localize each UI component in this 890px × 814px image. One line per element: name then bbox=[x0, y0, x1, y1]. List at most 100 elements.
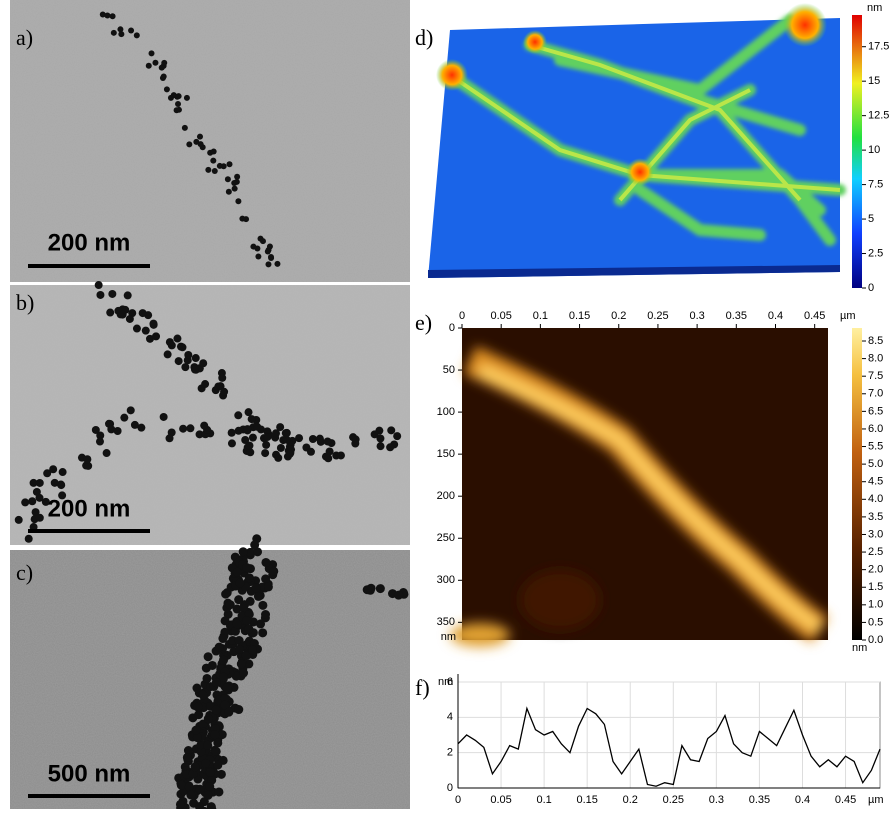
x-tick-label: 0.1 bbox=[536, 794, 551, 806]
particle bbox=[271, 429, 280, 438]
particle bbox=[234, 426, 243, 435]
peak bbox=[626, 158, 654, 186]
particle bbox=[241, 651, 251, 661]
particle bbox=[265, 261, 272, 268]
particle bbox=[191, 725, 201, 735]
particle bbox=[203, 652, 213, 662]
particle bbox=[163, 86, 170, 93]
x-tick-label: 0 bbox=[459, 310, 465, 322]
colorbar-tick-label: 8.5 bbox=[868, 335, 883, 347]
particle bbox=[198, 690, 208, 700]
particle bbox=[96, 290, 105, 299]
y-unit: nm bbox=[441, 631, 456, 643]
particle bbox=[239, 668, 249, 678]
particles bbox=[14, 281, 402, 543]
colorbar bbox=[852, 15, 862, 288]
particle bbox=[362, 585, 372, 595]
particle bbox=[35, 513, 44, 522]
colorbar-tick-label: 4.5 bbox=[868, 476, 883, 488]
x-tick-label: 0.05 bbox=[490, 794, 511, 806]
colorbar-ticks: 0 2.5 5 7.5 10 12.5 15 17.5 bbox=[862, 41, 889, 294]
particle bbox=[227, 428, 236, 437]
particle bbox=[263, 582, 273, 592]
particle bbox=[205, 767, 215, 777]
particle bbox=[161, 59, 168, 66]
particle bbox=[113, 427, 122, 436]
particle bbox=[230, 626, 240, 636]
particle bbox=[133, 32, 140, 39]
particle bbox=[165, 434, 174, 443]
y-tick-label: 0 bbox=[447, 782, 453, 794]
particle bbox=[106, 308, 115, 317]
particle bbox=[244, 573, 254, 583]
particle bbox=[35, 478, 44, 487]
y-tick-label: 0 bbox=[449, 322, 455, 334]
y-tick-label: 200 bbox=[437, 490, 455, 502]
particle bbox=[193, 702, 203, 712]
particle bbox=[370, 430, 379, 439]
particle bbox=[181, 124, 188, 131]
particle bbox=[234, 411, 243, 420]
particle bbox=[160, 73, 167, 80]
particle bbox=[31, 508, 40, 517]
particle bbox=[211, 678, 221, 688]
scale-label: 500 nm bbox=[48, 760, 131, 787]
texture bbox=[10, 285, 410, 545]
particle bbox=[241, 435, 250, 444]
particle bbox=[32, 487, 41, 496]
particles bbox=[99, 11, 281, 268]
colorbar-ticks: 0.0 0.5 1.0 1.5 2.0 2.5 3.0 3.5 4.0 4.5 5.0 5.5 6.0 6… bbox=[862, 335, 883, 646]
particle bbox=[349, 433, 358, 442]
particle bbox=[21, 498, 30, 507]
particle bbox=[201, 380, 210, 389]
particle bbox=[232, 567, 242, 577]
particle bbox=[336, 451, 345, 460]
particle bbox=[14, 515, 23, 524]
particle bbox=[269, 566, 279, 576]
panel-label: a) bbox=[16, 25, 33, 50]
particle bbox=[261, 557, 271, 567]
particle bbox=[386, 443, 395, 452]
panel-label: b) bbox=[16, 290, 34, 315]
particle bbox=[132, 324, 141, 333]
colorbar-tick-label: 6.0 bbox=[868, 423, 883, 435]
particle bbox=[282, 435, 291, 444]
particle bbox=[183, 94, 190, 101]
particle bbox=[220, 163, 227, 170]
particle bbox=[159, 412, 168, 421]
y-tick-label: 50 bbox=[443, 364, 455, 376]
particle bbox=[190, 365, 199, 374]
particle bbox=[263, 432, 272, 441]
particle bbox=[205, 781, 215, 791]
particle bbox=[183, 746, 193, 756]
particle bbox=[250, 243, 257, 250]
particle bbox=[231, 179, 238, 186]
particle bbox=[191, 354, 200, 363]
axes: 0 0.05 0.1 0.15 0.2 0.25 0.3 0.35 0.4 0.45 0 50 100 1… bbox=[437, 310, 826, 628]
colorbar-tick-label: 0 bbox=[868, 282, 874, 294]
particle bbox=[194, 710, 204, 720]
colorbar-unit: nm bbox=[867, 2, 882, 14]
particle bbox=[173, 334, 182, 343]
particle bbox=[176, 780, 186, 790]
colorbar-tick-label: 2.5 bbox=[868, 247, 883, 259]
particle bbox=[220, 387, 229, 396]
particle bbox=[281, 429, 290, 438]
particle bbox=[84, 461, 93, 470]
particles bbox=[174, 534, 409, 814]
particle bbox=[188, 769, 198, 779]
colorbar-tick-label: 1.0 bbox=[868, 599, 883, 611]
particle bbox=[253, 547, 263, 557]
particle bbox=[167, 94, 174, 101]
particle bbox=[130, 420, 139, 429]
particle bbox=[184, 350, 193, 359]
particle bbox=[243, 425, 252, 434]
particle bbox=[58, 491, 67, 500]
particle bbox=[315, 434, 324, 443]
particle bbox=[91, 425, 100, 434]
particle bbox=[248, 433, 257, 442]
particle bbox=[178, 343, 187, 352]
particle bbox=[376, 442, 385, 451]
particle bbox=[261, 449, 270, 458]
particle bbox=[220, 700, 230, 710]
